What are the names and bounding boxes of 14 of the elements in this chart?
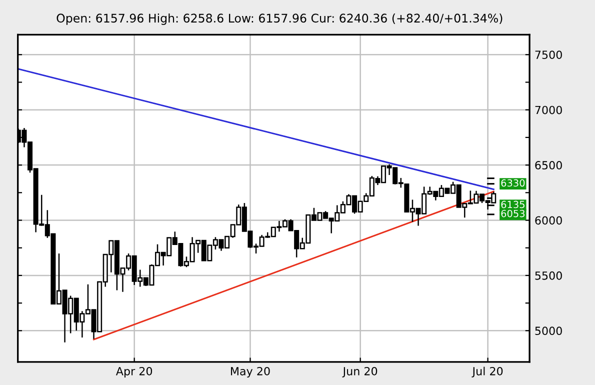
data-label: 6053 bbox=[501, 210, 525, 218]
x-tick-label: Apr 20 bbox=[116, 366, 152, 378]
x-tick-label: Jul 20 bbox=[472, 366, 503, 378]
x-tick-label: Jun 20 bbox=[342, 366, 378, 378]
y-tick-label: 7000 bbox=[535, 106, 562, 114]
data-label: 6135 bbox=[501, 200, 524, 208]
y-tick-label: 7500 bbox=[535, 50, 562, 60]
y-tick-label: 6000 bbox=[535, 216, 562, 225]
x-tick-label: May 20 bbox=[231, 366, 270, 378]
y-tick-label: 5500 bbox=[535, 271, 562, 280]
chart-subtitle: Open: 6157.96 High: 6258.6 Low: 6157.96 Cur: 6240.36 (+82.40/+01.34%) bbox=[56, 13, 502, 25]
y-tick-label: 6500 bbox=[535, 161, 562, 170]
data-label: 6330 bbox=[501, 179, 525, 187]
y-tick-label: 5000 bbox=[535, 326, 562, 336]
